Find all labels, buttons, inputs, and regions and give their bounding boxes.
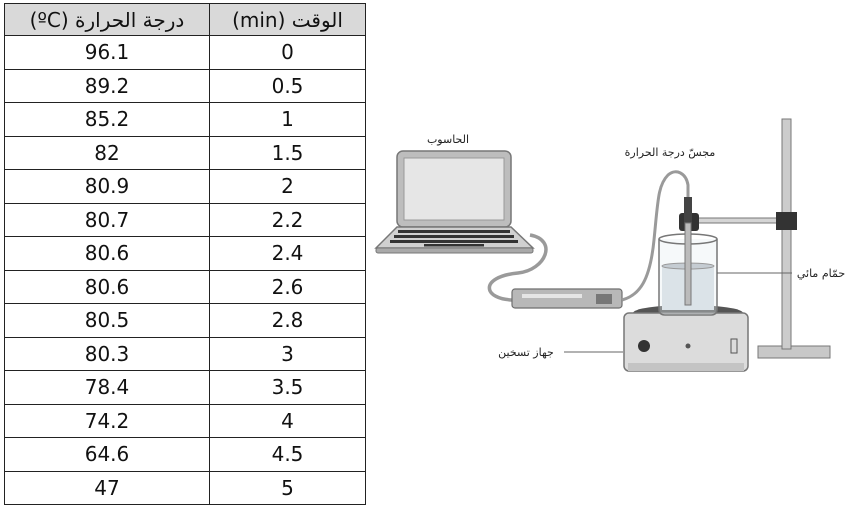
data-logger-icon (511, 288, 623, 309)
time-cell: 0.5 (209, 68, 366, 103)
time-cell: 2 (209, 169, 366, 204)
time-cell: 2.6 (209, 269, 366, 304)
temperature-sensor-icon (684, 197, 692, 306)
table-row: 80.3 3 (4, 336, 366, 371)
computer-label: الحاسوب (427, 133, 469, 146)
table-row: 47 5 (4, 470, 366, 505)
time-header: الوقت (min) (209, 3, 366, 36)
temperature-cell: 82 (4, 135, 210, 170)
table-row: 74.2 4 (4, 403, 366, 438)
table-row: 64.6 4.5 (4, 437, 366, 472)
temperature-cell: 80.7 (4, 202, 210, 237)
data-table: درجة الحرارة (ºC) الوقت (min) 96.1 0 89.2 0… (4, 3, 366, 505)
temperature-cell: 47 (4, 470, 210, 505)
temperature-cell: 80.6 (4, 236, 210, 271)
knob-icon (638, 340, 650, 352)
table-row: 80.7 2.2 (4, 202, 366, 237)
ring-stand-icon (679, 118, 831, 359)
temperature-cell: 85.2 (4, 102, 210, 137)
apparatus-diagram: الحاسوب مجسّ درجة الحرارة حمّام مائي جها… (374, 118, 845, 372)
table-row: 80.5 2.8 (4, 303, 366, 338)
table-row: 80.9 2 (4, 169, 366, 204)
time-cell: 3.5 (209, 370, 366, 405)
time-cell: 1.5 (209, 135, 366, 170)
time-cell: 1 (209, 102, 366, 137)
time-cell: 4 (209, 403, 366, 438)
temperature-cell: 89.2 (4, 68, 210, 103)
time-cell: 5 (209, 470, 366, 505)
time-cell: 4.5 (209, 437, 366, 472)
temperature-cell: 96.1 (4, 35, 210, 70)
table-row: 82 1.5 (4, 135, 366, 170)
table-row: 85.2 1 (4, 102, 366, 137)
hot-plate-icon (623, 305, 749, 372)
water-bath-label: حمّام مائي (797, 267, 845, 280)
time-cell: 3 (209, 336, 366, 371)
time-cell: 2.4 (209, 236, 366, 271)
temperature-cell: 80.5 (4, 303, 210, 338)
sensor-label: مجسّ درجة الحرارة (625, 146, 716, 159)
temperature-cell: 74.2 (4, 403, 210, 438)
table-row: 80.6 2.6 (4, 269, 366, 304)
table-header-row: درجة الحرارة (ºC) الوقت (min) (4, 3, 366, 36)
table-row: 89.2 0.5 (4, 68, 366, 103)
laptop-icon (374, 150, 535, 254)
temperature-cell: 80.9 (4, 169, 210, 204)
laptop-cable (487, 233, 548, 302)
heater-label: جهاز تسخين (498, 346, 554, 359)
temperature-cell: 80.3 (4, 336, 210, 371)
temperature-header: درجة الحرارة (ºC) (4, 3, 210, 36)
temperature-cell: 78.4 (4, 370, 210, 405)
time-cell: 0 (209, 35, 366, 70)
temperature-cell: 80.6 (4, 269, 210, 304)
time-cell: 2.8 (209, 303, 366, 338)
table-row: 96.1 0 (4, 35, 366, 70)
table-row: 80.6 2.4 (4, 236, 366, 271)
table-row: 78.4 3.5 (4, 370, 366, 405)
time-cell: 2.2 (209, 202, 366, 237)
sensor-cable (621, 170, 690, 302)
temperature-cell: 64.6 (4, 437, 210, 472)
